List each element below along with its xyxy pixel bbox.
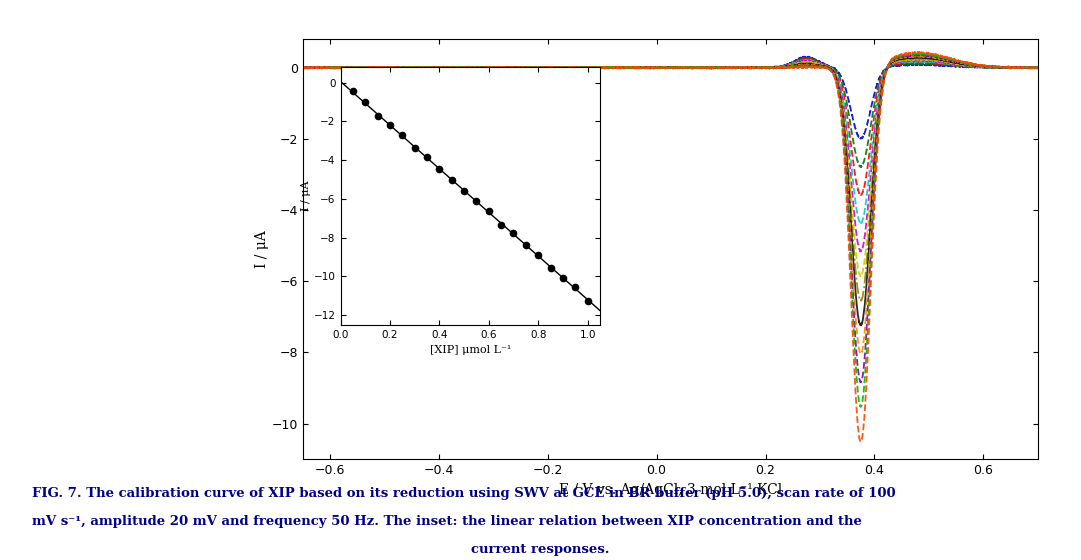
Y-axis label: I / μA: I / μA [301,181,311,211]
Y-axis label: I / μA: I / μA [255,230,269,268]
Text: current responses.: current responses. [471,543,610,556]
Text: mV s⁻¹, amplitude 20 mV and frequency 50 Hz. The inset: the linear relation betw: mV s⁻¹, amplitude 20 mV and frequency 50… [32,515,863,528]
Text: FIG. 7. The calibration curve of XIP based on its reduction using SWV at GCE in : FIG. 7. The calibration curve of XIP bas… [32,487,896,500]
X-axis label: [XIP] μmol L⁻¹: [XIP] μmol L⁻¹ [429,345,511,355]
X-axis label: E / V vs. Ag/AgCl, 3 mol L⁻¹ KCl: E / V vs. Ag/AgCl, 3 mol L⁻¹ KCl [559,483,782,497]
